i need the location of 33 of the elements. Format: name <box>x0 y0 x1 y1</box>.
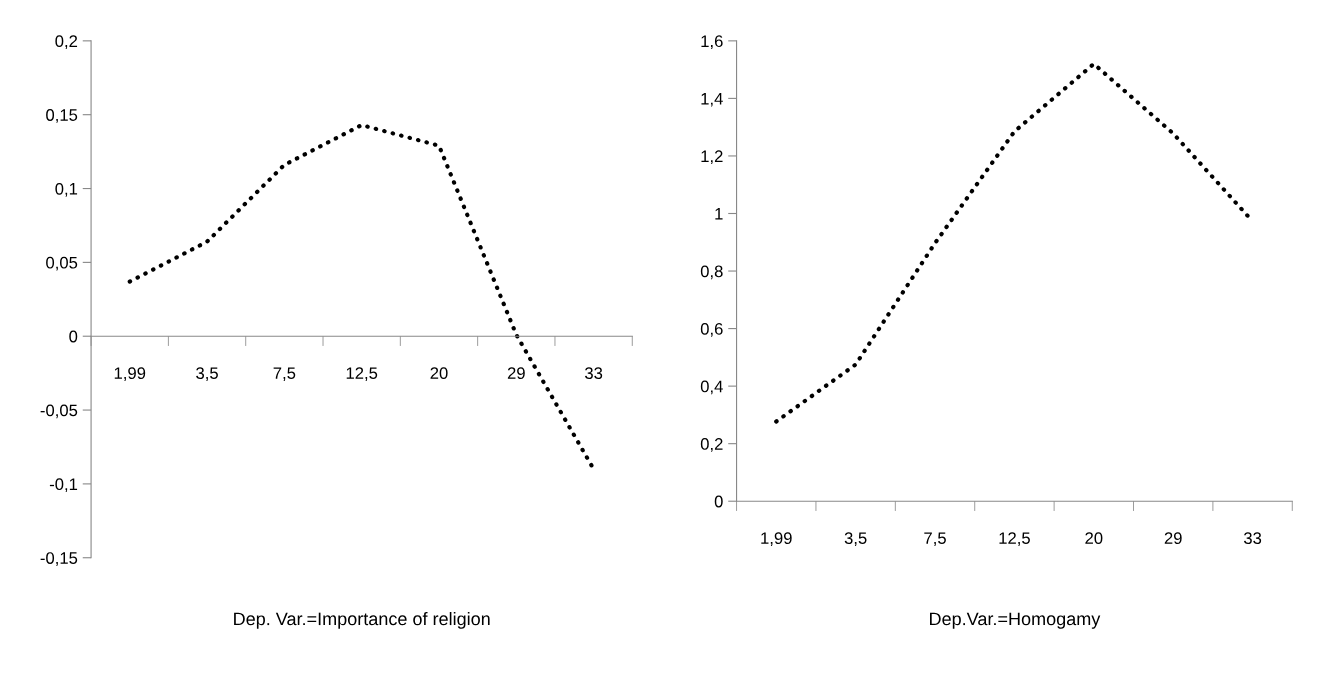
y-tick-label: 0,8 <box>700 265 723 280</box>
x-tick-label: 29 <box>1164 532 1182 545</box>
x-tick-label: 33 <box>584 367 603 380</box>
x-tick-label: 7,5 <box>924 532 946 546</box>
y-tick-label: 0 <box>714 495 723 508</box>
y-tick-label: 1,2 <box>701 150 723 165</box>
x-tick-label: 20 <box>1085 532 1103 545</box>
y-tick-label: 1,4 <box>701 92 723 107</box>
y-tick-label: 0,1 <box>55 182 78 197</box>
y-tick-label: 0 <box>69 330 78 343</box>
x-tick-label: 1,99 <box>114 367 146 381</box>
x-tick-label: 7,5 <box>273 367 296 381</box>
y-tick-label: 1 <box>715 208 723 220</box>
x-tick-label: 20 <box>430 367 448 380</box>
y-tick-label: 1,6 <box>701 35 723 50</box>
y-tick-label: -0,15 <box>40 552 78 566</box>
y-tick-label: 0,15 <box>46 109 78 123</box>
y-tick-label: 0,6 <box>700 322 723 337</box>
x-tick-label: 29 <box>507 367 525 380</box>
y-tick-label: 0,2 <box>55 35 78 50</box>
y-tick-label: -0,1 <box>49 478 78 493</box>
x-tick-label: 3,5 <box>196 367 218 381</box>
x-axis-title: Dep. Var.=Importance of religion <box>234 612 490 629</box>
y-tick-label: 0,4 <box>700 380 723 395</box>
x-tick-label: 1,99 <box>761 532 792 546</box>
x-tick-label: 33 <box>1243 532 1262 545</box>
y-tick-label: 0,05 <box>46 256 78 271</box>
x-tick-label: 12,5 <box>346 367 378 381</box>
x-axis-title: Dep.Var.=Homogamy <box>930 612 1101 629</box>
y-tick-label: -0,05 <box>40 404 78 419</box>
x-tick-label: 12,5 <box>999 532 1030 546</box>
x-tick-label: 3,5 <box>844 532 867 546</box>
y-tick-label: 0,2 <box>700 438 723 452</box>
